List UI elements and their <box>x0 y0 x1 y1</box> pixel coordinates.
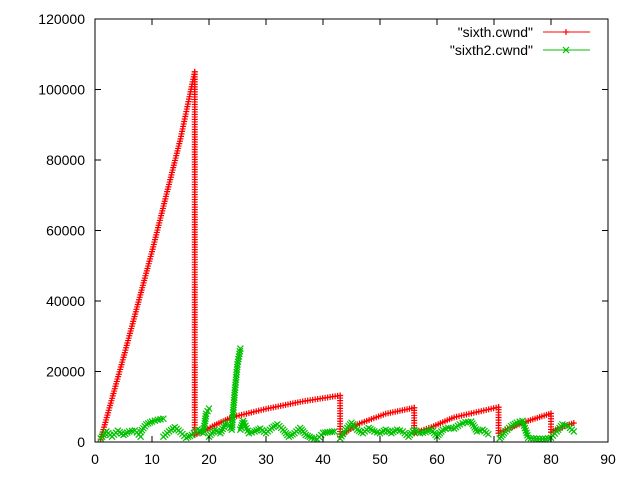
data-point <box>235 355 242 363</box>
data-point <box>159 415 167 423</box>
data-point <box>530 435 538 442</box>
data-point <box>251 428 259 435</box>
x-tick-label: 0 <box>91 451 99 467</box>
plot-frame <box>94 18 609 443</box>
x-tick-label: 90 <box>600 451 616 467</box>
data-point <box>237 424 245 431</box>
y-tick-label: 20000 <box>46 364 85 380</box>
data-point <box>570 428 578 435</box>
y-tick-label: 120000 <box>38 11 85 27</box>
data-point <box>236 345 244 353</box>
legend-marker <box>563 29 569 35</box>
data-point <box>202 412 210 420</box>
legend: "sixth.cwnd" "sixth2.cwnd" <box>450 24 590 58</box>
data-point <box>422 428 430 436</box>
data-point <box>330 428 338 435</box>
y-tick-label: 40000 <box>46 293 85 309</box>
y-tick-label: 80000 <box>46 152 85 168</box>
data-point <box>144 420 152 427</box>
x-tick-label: 40 <box>315 451 331 467</box>
data-point <box>328 428 336 436</box>
data-point <box>253 427 260 434</box>
data-point <box>182 434 190 442</box>
legend-label: "sixth2.cwnd" <box>450 42 533 58</box>
data-point <box>424 427 431 435</box>
x-tick-label: 20 <box>201 451 217 467</box>
y-tick-label: 100000 <box>38 82 85 98</box>
data-point <box>302 431 310 439</box>
series-1 <box>97 345 578 443</box>
y-tick-label: 60000 <box>46 223 85 239</box>
data-point <box>484 430 492 438</box>
data-point <box>146 419 154 426</box>
x-tick-label: 70 <box>486 451 502 467</box>
legend-marker <box>562 46 570 54</box>
data-point <box>235 350 243 358</box>
x-tick-label: 10 <box>144 451 160 467</box>
data-point <box>236 426 244 434</box>
data-point <box>236 347 244 355</box>
x-tick-label: 60 <box>429 451 445 467</box>
data-point <box>205 405 213 412</box>
data-point <box>235 353 243 360</box>
x-tick-label: 80 <box>543 451 559 467</box>
data-point <box>570 419 577 426</box>
data-layer <box>97 68 578 443</box>
data-point <box>186 432 194 440</box>
data-point <box>533 435 541 443</box>
data-point <box>184 433 192 441</box>
x-axis: 0 10 20 30 40 50 60 70 80 90 <box>91 19 616 467</box>
y-tick-label: 0 <box>77 434 85 450</box>
data-point <box>142 420 150 428</box>
data-point <box>234 361 241 368</box>
series-0 <box>97 68 577 443</box>
data-point <box>304 432 312 440</box>
x-tick-label: 30 <box>258 451 274 467</box>
legend-label: "sixth.cwnd" <box>458 24 533 40</box>
x-tick-label: 50 <box>372 451 388 467</box>
data-point <box>234 358 242 366</box>
data-point <box>306 433 314 441</box>
data-point <box>539 435 546 443</box>
data-point <box>536 435 544 443</box>
y-axis: 0 20000 40000 60000 80000 100000 120000 <box>38 11 608 450</box>
